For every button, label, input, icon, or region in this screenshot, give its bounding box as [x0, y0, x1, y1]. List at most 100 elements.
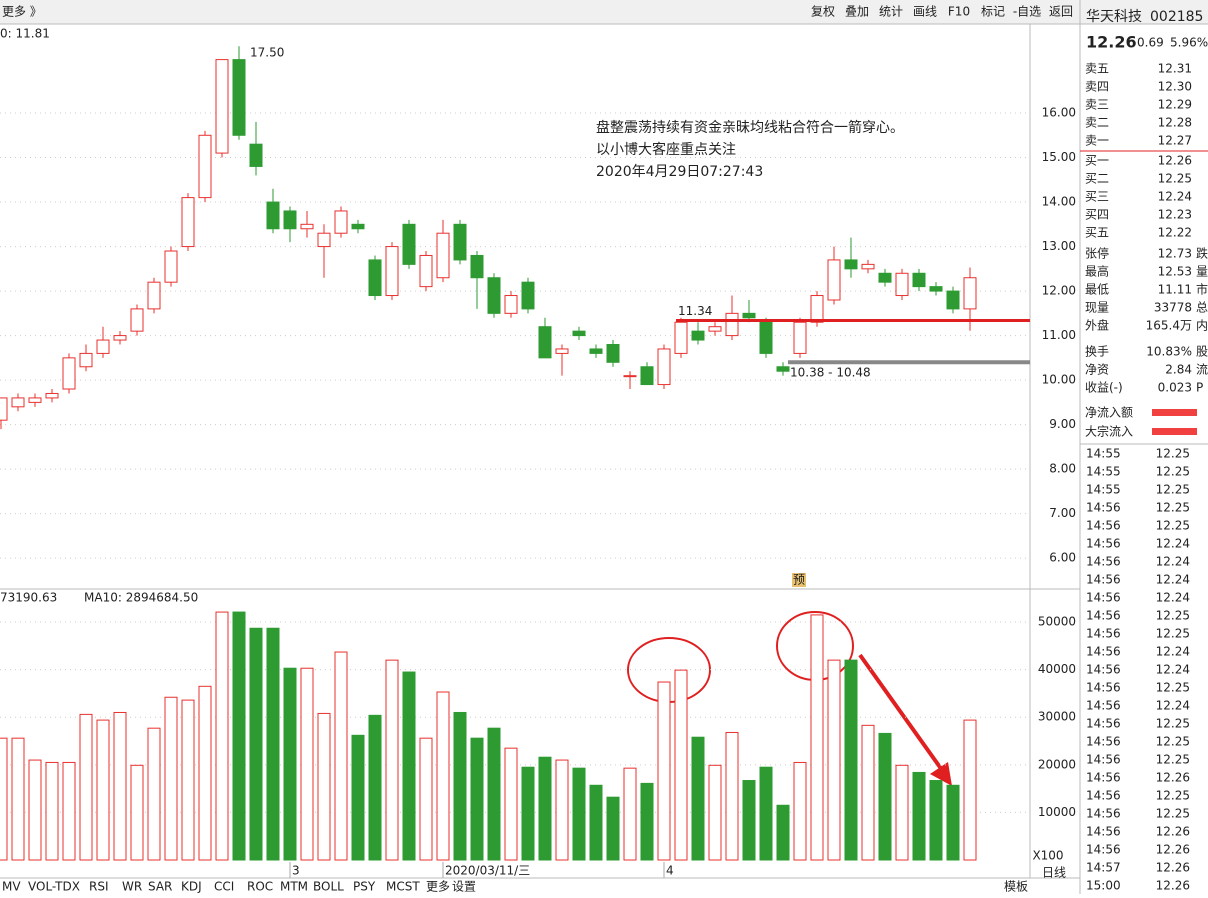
volume-bar — [317, 712, 331, 861]
row-label: 买三 — [1085, 190, 1109, 204]
tick-price: 12.26 — [1156, 843, 1190, 857]
toolbar — [0, 0, 1208, 24]
candle-body — [623, 375, 637, 378]
candle-body — [589, 348, 603, 354]
volume-bar — [776, 804, 790, 861]
x-tick-label: 3 — [292, 864, 300, 878]
tick-time: 14:55 — [1086, 447, 1121, 461]
more[interactable]: 更多 》 — [2, 5, 42, 19]
toolbar-button[interactable]: -自选 — [1013, 5, 1041, 19]
toolbar-button[interactable]: 复权 — [811, 5, 835, 19]
volume-bar — [929, 780, 943, 861]
row-suffix: 内 — [1196, 319, 1208, 333]
tab[interactable]: 日线 — [1042, 866, 1066, 880]
candle-body — [929, 286, 943, 292]
tab[interactable]: 设置 — [452, 880, 476, 894]
volume-bar — [79, 713, 93, 861]
change: 0.69 — [1137, 36, 1164, 50]
volume-bar — [844, 659, 858, 861]
tab[interactable]: MTM — [280, 880, 308, 894]
candle-body — [181, 197, 195, 248]
tick-time: 14:56 — [1086, 825, 1121, 839]
tick-time: 14:56 — [1086, 663, 1121, 677]
candle-body — [487, 277, 501, 314]
volume-bar — [453, 711, 467, 861]
candle-body — [402, 223, 416, 265]
candle-body — [368, 259, 382, 297]
row-value: 12.30 — [1158, 80, 1192, 94]
tab[interactable]: 更多 — [426, 880, 450, 894]
tab[interactable]: PSY — [353, 880, 376, 894]
tick-price: 12.25 — [1156, 735, 1190, 749]
marker-bg — [792, 573, 806, 587]
row-label: 买五 — [1085, 226, 1109, 240]
row-label: 收益(-) — [1085, 381, 1123, 395]
volume-bar — [946, 784, 960, 861]
toolbar-button[interactable]: 画线 — [913, 5, 937, 19]
tab[interactable]: BOLL — [313, 880, 344, 894]
y-tick-label: 12.00 — [1042, 284, 1076, 298]
tick-time: 14:57 — [1086, 861, 1121, 875]
candle-body — [708, 326, 722, 332]
tick-time: 14:56 — [1086, 843, 1121, 857]
candle-body — [878, 272, 892, 283]
tick-time: 14:56 — [1086, 699, 1121, 713]
note: 以小博大客座重点关注 — [596, 141, 736, 158]
row-value: 11.11 — [1158, 283, 1192, 297]
toolbar-button[interactable]: 统计 — [879, 5, 903, 19]
candle-body — [470, 254, 484, 279]
tick-price: 12.25 — [1156, 519, 1190, 533]
y-tick-label: 10.00 — [1042, 373, 1076, 387]
volume-unit: X100 — [1032, 849, 1063, 863]
y-tick-label: 7.00 — [1049, 506, 1076, 520]
tab[interactable]: CCI — [214, 880, 234, 894]
volume-bar — [521, 766, 535, 861]
row-label: 现量 — [1085, 301, 1109, 315]
volume-bar — [759, 766, 773, 861]
toolbar-button[interactable]: 返回 — [1049, 5, 1073, 19]
marker: 预 — [793, 573, 805, 587]
volume-bar — [861, 724, 875, 861]
volume-legend: MA10: 2894684.50 — [84, 591, 198, 605]
arrow — [858, 653, 944, 772]
volume-bar — [147, 727, 161, 861]
row-suffix: 量 — [1196, 265, 1208, 279]
tick-time: 14:56 — [1086, 609, 1121, 623]
toolbar-button[interactable]: F10 — [948, 5, 970, 19]
volume-bar — [28, 759, 42, 861]
tick-price: 12.24 — [1156, 699, 1190, 713]
tab[interactable]: MV — [2, 880, 21, 894]
toolbar-button[interactable]: 叠加 — [845, 5, 869, 19]
row-value: 12.25 — [1158, 172, 1192, 186]
row-label: 净资 — [1085, 363, 1109, 377]
tab[interactable]: RSI — [89, 880, 109, 894]
volume-bar — [215, 611, 229, 861]
volume-bar — [436, 691, 450, 861]
volume-bar — [691, 736, 705, 861]
tab[interactable]: 模板 — [1004, 880, 1028, 894]
flow-bar — [1152, 409, 1197, 416]
toolbar-button[interactable]: 标记 — [981, 5, 1005, 19]
tick-price: 12.25 — [1156, 807, 1190, 821]
tab[interactable]: ROC — [247, 880, 273, 894]
tab[interactable]: MCST — [386, 880, 420, 894]
tab[interactable]: KDJ — [181, 880, 202, 894]
tick-price: 12.25 — [1156, 501, 1190, 515]
candle-body — [810, 295, 824, 323]
candle-body — [912, 272, 926, 288]
tab[interactable]: VOL-TDX — [28, 880, 80, 894]
volume-bar — [419, 737, 433, 861]
y-tick-label: 6.00 — [1049, 551, 1076, 565]
volume-bar — [895, 764, 909, 861]
volume-bar — [368, 714, 382, 861]
volume-bar — [402, 671, 416, 861]
x-tick-label: 2020/03/11/三 — [445, 864, 530, 878]
tab[interactable]: SAR — [148, 880, 172, 894]
pct: 5.96% — [1170, 36, 1208, 50]
tab[interactable]: WR — [122, 880, 142, 894]
candle-body — [283, 210, 297, 230]
volume-bar — [793, 761, 807, 861]
candle-body — [606, 344, 620, 363]
tick-price: 12.25 — [1156, 465, 1190, 479]
